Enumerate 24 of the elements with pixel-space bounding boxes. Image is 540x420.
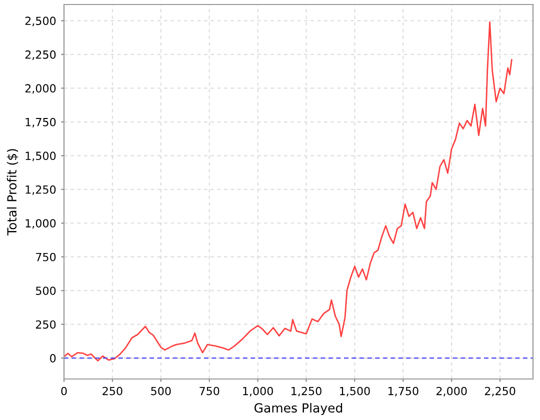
y-tick-label: 500 [36,286,56,295]
y-tick-label: 1,500 [26,152,56,162]
y-tick-label: 750 [36,252,56,262]
x-tick-label: 0 [61,386,67,396]
y-tick-label: 0 [50,354,56,362]
x-tick-label: 2,000 [436,386,467,396]
y-tick-label: 1,000 [26,219,56,229]
y-tick-label: 250 [36,320,56,329]
x-tick-label: 1,750 [388,386,418,396]
y-axis-title: Total Profit ($) [6,149,18,236]
x-tick-label: 2,250 [484,386,516,396]
x-tick-label: 1,500 [340,386,370,396]
x-tick-label: 1,250 [292,386,322,396]
line-series [64,21,512,362]
y-tick-label: 1,250 [26,185,56,195]
y-tick-label: 2,250 [25,50,56,60]
y-tick-label: 2,000 [25,84,56,94]
x-tick-label: 750 [200,386,220,396]
y-tick-label: 1,750 [26,118,56,128]
x-tick-label: 250 [102,386,122,396]
x-axis-title: Games Played [254,402,342,416]
x-tick-label: 1,000 [243,386,273,396]
x-tick-label: 500 [151,386,171,396]
y-tick-label: 2,500 [25,16,56,26]
